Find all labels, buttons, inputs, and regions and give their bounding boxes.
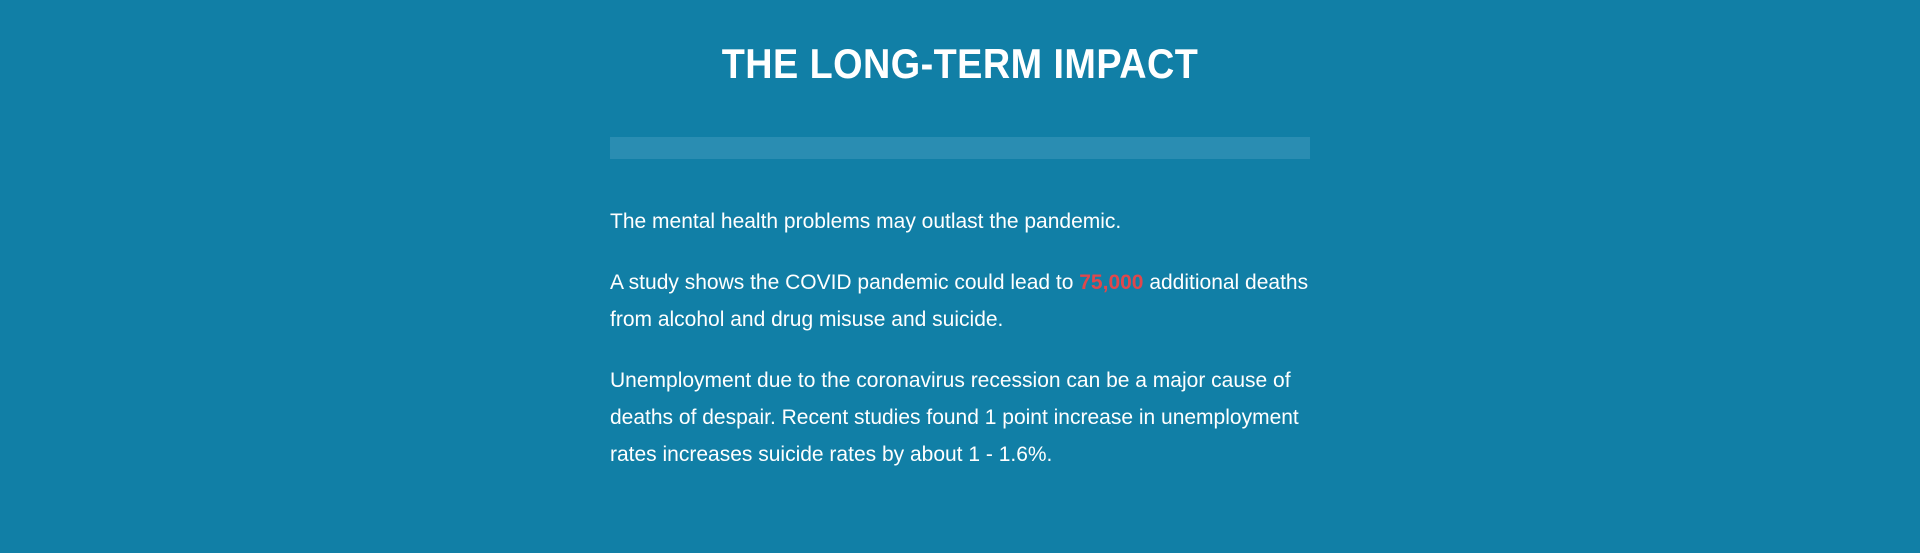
section-content: The mental health problems may outlast t… bbox=[610, 203, 1310, 497]
paragraph-unemployment: Unemployment due to the coronavirus rece… bbox=[610, 369, 1299, 466]
paragraph-study: A study shows the COVID pandemic could l… bbox=[610, 264, 1310, 338]
divider-bar bbox=[610, 137, 1310, 159]
paragraph-study-after: additional deaths from alcohol and drug … bbox=[610, 271, 1309, 331]
section-title: THE LONG-TERM IMPACT bbox=[721, 40, 1199, 87]
paragraph-outlast: The mental health problems may outlast t… bbox=[610, 210, 1122, 233]
paragraph-study-before: A study shows the COVID pandemic could l… bbox=[610, 271, 1080, 294]
highlight-number: 75,000 bbox=[1079, 271, 1144, 294]
